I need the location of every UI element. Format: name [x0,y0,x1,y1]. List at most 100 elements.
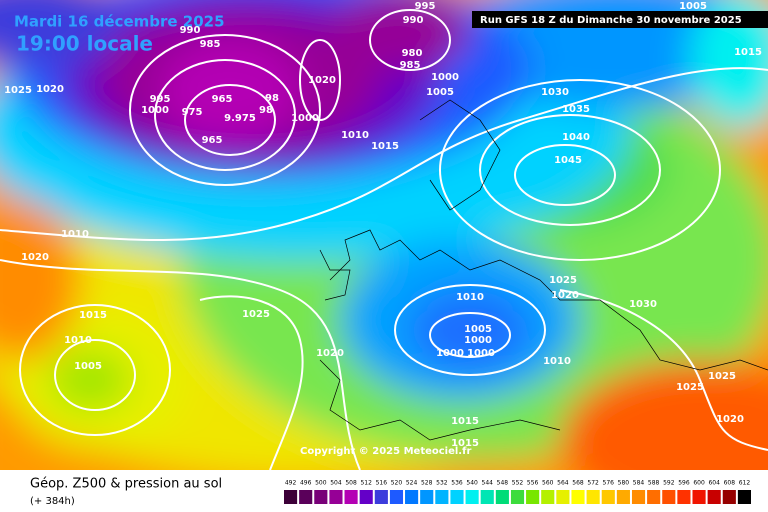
isobar-label: 1020 [316,348,344,359]
scale-swatch [692,490,706,504]
scale-label: 528 [421,480,433,487]
isobar-label: 1020 [716,414,744,425]
scale-label: 548 [497,480,509,487]
scale-label: 576 [603,480,615,487]
isobar-label: 1020 [551,290,579,301]
scale-swatch [495,490,509,504]
scale-swatch [510,490,525,504]
run-box [472,11,768,28]
isobar-label: 995 [415,1,436,12]
footer-title: Géop. Z500 & pression au sol [30,477,222,492]
scale-label: 496 [300,480,312,487]
isobar-label: 975 [182,107,203,118]
isobar-label: 1025 [549,275,577,286]
isobar-label: 980 [402,48,423,59]
isobar-label: 1010 [341,130,369,141]
isobar-label: 1000 [436,348,464,359]
scale-swatch [601,490,615,504]
scale-swatch [616,490,630,504]
isobar-label: 990 [180,25,201,36]
scale-swatch [586,490,600,504]
scale-label: 608 [724,480,736,487]
isobar-label: 1015 [734,47,762,58]
isobar-label: 1000 [291,113,319,124]
scale-swatch [556,490,570,504]
scale-swatch [420,490,434,504]
isobar-label: 1030 [629,299,657,310]
copyright: Copyright © 2025 Meteociel.fr [300,446,471,457]
isobar-label: 98 [265,93,279,104]
scale-label: 552 [512,480,524,487]
isobar-label: 1010 [543,356,571,367]
scale-label: 560 [542,480,554,487]
isobar-label: 1015 [451,416,479,427]
scale-label: 540 [466,480,478,487]
isobars [0,9,768,471]
scale-label: 492 [285,480,297,487]
scale-label: 508 [345,480,357,487]
scale-label: 568 [572,480,584,487]
scale-label: 604 [708,480,720,487]
isobar-label: 1005 [679,1,707,12]
isobar-label: 1005 [426,87,454,98]
isobar-label: 1040 [562,132,590,143]
scale-label: 592 [663,480,675,487]
scale-label: 532 [436,480,448,487]
scale-swatch [722,490,736,504]
scale-swatch [329,490,343,504]
scale-swatch [480,490,494,504]
footer-lead: (+ 384h) [30,496,75,507]
scale-label: 536 [451,480,463,487]
isobar-label: 1045 [554,155,582,166]
run-label: Run GFS 18 Z du Dimanche 30 novembre 202… [480,15,742,26]
isobar-label: 1020 [308,75,336,86]
scale-label: 564 [557,480,569,487]
time-label: 19:00 locale [16,32,153,56]
isobar-label: 1015 [451,438,479,449]
isobar-label: 985 [200,39,221,50]
scale-label: 500 [315,480,327,487]
isobar-label: 965 [202,135,223,146]
scale-swatch [707,490,721,504]
scale-label: 516 [376,480,388,487]
isobar-label: 1000 [431,72,459,83]
scale-swatch [374,490,388,504]
scale-label: 588 [648,480,660,487]
date-label: Mardi 16 décembre 2025 [14,13,225,31]
scale-swatch [435,490,449,504]
isobar-label: 1025 [676,382,704,393]
scale-label: 520 [391,480,403,487]
scale-swatch [571,490,585,504]
isobar-label: 1025 [708,371,736,382]
scale-swatch [631,490,646,504]
isobar-label: 1025 [4,85,32,96]
scale-swatch [541,490,555,504]
scale-swatch [299,490,313,504]
scale-swatch [450,490,464,504]
scale-swatch [389,490,404,504]
isobar-label: 1015 [79,310,107,321]
isobar-label: 1000 [467,348,495,359]
scale-label: 600 [693,480,705,487]
isobar-label: 1010 [456,292,484,303]
scale-label: 512 [360,480,372,487]
isobar-label: 1005 [464,324,492,335]
isobar-label: 9.975 [224,113,256,124]
isobar-label: 1030 [541,87,569,98]
scale-swatch [465,490,479,504]
scale-swatch [344,490,358,504]
isobar-label: 1005 [74,361,102,372]
isobar-label: 1000 [141,105,169,116]
isobar-label: 1015 [371,141,399,152]
isobar-label: 1035 [562,104,590,115]
isobar-label: 1010 [61,229,89,240]
isobar-label: 1020 [21,252,49,263]
scale-swatch [284,490,298,504]
scale-swatch [737,490,751,504]
isobar-label: 1020 [36,84,64,95]
scale-swatch [677,490,691,504]
scale-swatch [359,490,373,504]
scale-swatch [662,490,676,504]
